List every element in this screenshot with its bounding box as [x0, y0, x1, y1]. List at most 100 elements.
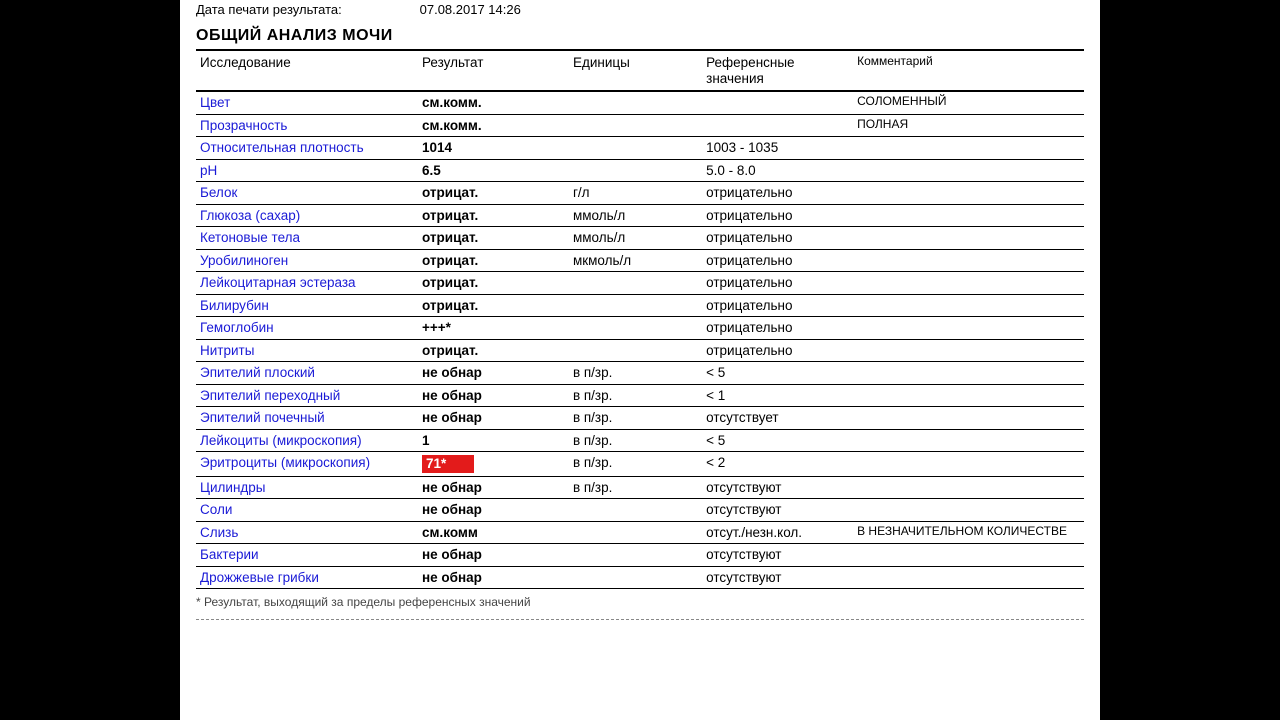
table-row: Кетоновые телаотрицат.ммоль/лотрицательн… — [196, 227, 1084, 250]
table-row: Эритроциты (микроскопия)71*в п/зр.< 2 — [196, 452, 1084, 477]
divider — [196, 619, 1084, 620]
cell-result: отрицат. — [418, 272, 569, 295]
cell-units — [569, 91, 702, 114]
table-row: Цветсм.комм.СОЛОМЕННЫЙ — [196, 91, 1084, 114]
cell-result: не обнар — [418, 362, 569, 385]
result-value: не обнар — [422, 410, 482, 425]
cell-ref: отсутствуют — [702, 499, 853, 522]
cell-comment — [853, 182, 1084, 205]
result-value: 6.5 — [422, 163, 441, 178]
cell-ref: отрицательно — [702, 317, 853, 340]
cell-comment — [853, 227, 1084, 250]
result-value: не обнар — [422, 502, 482, 517]
cell-result: не обнар — [418, 407, 569, 430]
result-value: 1014 — [422, 140, 452, 155]
result-highlighted: 71* — [422, 455, 474, 473]
cell-units: ммоль/л — [569, 204, 702, 227]
cell-ref — [702, 114, 853, 137]
cell-units — [569, 159, 702, 182]
table-row: Эпителий почечныйне обнарв п/зр.отсутств… — [196, 407, 1084, 430]
cell-test: Уробилиноген — [196, 249, 418, 272]
table-row: Дрожжевые грибки не обнар отсутствуют — [196, 566, 1084, 589]
cell-test: Нитриты — [196, 339, 418, 362]
cell-comment: ПОЛНАЯ — [853, 114, 1084, 137]
cell-comment — [853, 452, 1084, 477]
cell-test: Дрожжевые грибки — [196, 566, 418, 589]
cell-ref — [702, 91, 853, 114]
cell-units — [569, 294, 702, 317]
result-value: см.комм — [422, 525, 478, 540]
result-value: не обнар — [422, 570, 482, 585]
table-row: Билирубинотрицат.отрицательно — [196, 294, 1084, 317]
cell-ref: 5.0 - 8.0 — [702, 159, 853, 182]
cell-comment — [853, 566, 1084, 589]
result-value: отрицат. — [422, 298, 478, 313]
cell-result: +++* — [418, 317, 569, 340]
result-value: отрицат. — [422, 275, 478, 290]
cell-comment — [853, 294, 1084, 317]
cell-comment: СОЛОМЕННЫЙ — [853, 91, 1084, 114]
cell-result: не обнар — [418, 384, 569, 407]
table-row: Относительная плотность 1014 1003 - 1035 — [196, 137, 1084, 160]
cell-test: Эритроциты (микроскопия) — [196, 452, 418, 477]
cell-units: в п/зр. — [569, 429, 702, 452]
table-row: Цилиндрыне обнарв п/зр.отсутствуют — [196, 476, 1084, 499]
cell-test: Цвет — [196, 91, 418, 114]
cell-comment — [853, 137, 1084, 160]
cell-comment — [853, 362, 1084, 385]
col-units: Единицы — [569, 50, 702, 91]
cell-test: Цилиндры — [196, 476, 418, 499]
cell-test: Относительная плотность — [196, 137, 418, 160]
table-row: pH 6.5 5.0 - 8.0 — [196, 159, 1084, 182]
table-row: Слизьсм.коммотсут./незн.кол.В НЕЗНАЧИТЕЛ… — [196, 521, 1084, 544]
cell-comment — [853, 272, 1084, 295]
cell-ref: < 1 — [702, 384, 853, 407]
table-header-row: Исследование Результат Единицы Референсн… — [196, 50, 1084, 91]
result-value: отрицат. — [422, 230, 478, 245]
cell-ref: < 2 — [702, 452, 853, 477]
result-value: отрицат. — [422, 343, 478, 358]
result-value: не обнар — [422, 388, 482, 403]
table-row: Глюкоза (сахар)отрицат.ммоль/лотрицатель… — [196, 204, 1084, 227]
cell-result: не обнар — [418, 544, 569, 567]
cell-ref: отрицательно — [702, 204, 853, 227]
result-value: отрицат. — [422, 253, 478, 268]
cell-ref: отсутствуют — [702, 476, 853, 499]
cell-test: Прозрачность — [196, 114, 418, 137]
cell-comment — [853, 499, 1084, 522]
cell-result: см.комм. — [418, 114, 569, 137]
result-value: не обнар — [422, 547, 482, 562]
cell-comment — [853, 204, 1084, 227]
result-value: не обнар — [422, 365, 482, 380]
result-value: отрицат. — [422, 208, 478, 223]
cell-units: мкмоль/л — [569, 249, 702, 272]
cell-units: в п/зр. — [569, 362, 702, 385]
report-page: Дата печати результата: 07.08.2017 14:26… — [180, 0, 1100, 720]
cell-comment — [853, 317, 1084, 340]
table-row: Прозрачностьсм.комм. ПОЛНАЯ — [196, 114, 1084, 137]
cell-test: Гемоглобин — [196, 317, 418, 340]
cell-ref: 1003 - 1035 — [702, 137, 853, 160]
col-comment: Комментарий — [853, 50, 1084, 91]
cell-units — [569, 521, 702, 544]
section-title: ОБЩИЙ АНАЛИЗ МОЧИ — [196, 27, 1084, 45]
cell-result: см.комм — [418, 521, 569, 544]
cell-comment — [853, 384, 1084, 407]
cell-test: pH — [196, 159, 418, 182]
cell-comment — [853, 249, 1084, 272]
cell-units: г/л — [569, 182, 702, 205]
cell-ref: отрицательно — [702, 272, 853, 295]
cell-ref: отрицательно — [702, 294, 853, 317]
table-row: Уробилиногенотрицат.мкмоль/лотрицательно — [196, 249, 1084, 272]
footnote: * Результат, выходящий за пределы рефере… — [196, 595, 1084, 609]
cell-ref: отсут./незн.кол. — [702, 521, 853, 544]
cell-test: Эпителий плоский — [196, 362, 418, 385]
cell-ref: отсутствует — [702, 407, 853, 430]
cell-units: в п/зр. — [569, 384, 702, 407]
table-row: Лейкоциты (микроскопия)1в п/зр.< 5 — [196, 429, 1084, 452]
table-row: Солине обнаротсутствуют — [196, 499, 1084, 522]
cell-result: отрицат. — [418, 204, 569, 227]
table-row: Лейкоцитарная эстеразаотрицат.отрицатель… — [196, 272, 1084, 295]
cell-comment — [853, 339, 1084, 362]
cell-ref: отсутствуют — [702, 566, 853, 589]
